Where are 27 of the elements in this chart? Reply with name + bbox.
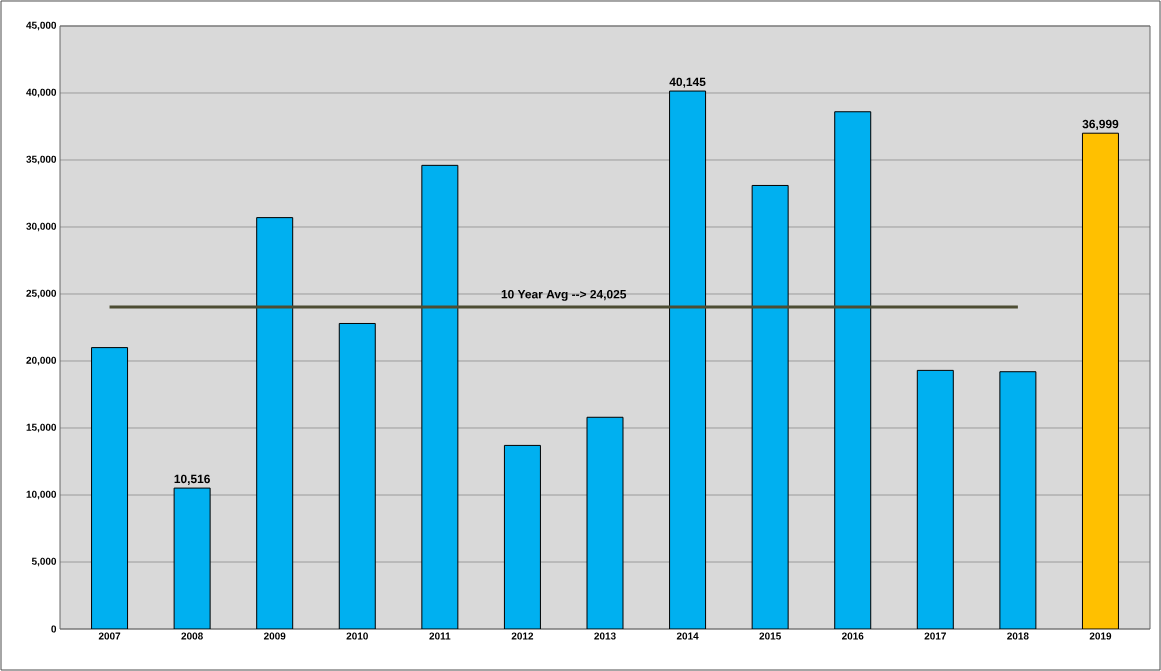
y-tick-label: 40,000 <box>26 88 57 98</box>
y-tick-label: 30,000 <box>26 222 57 232</box>
y-tick-label: 10,000 <box>26 490 57 500</box>
x-tick-label: 2010 <box>346 632 368 640</box>
y-tick-label: 20,000 <box>26 356 57 366</box>
series-label: 10 Year Avg --> 24,025 <box>501 289 627 301</box>
data-label: 10,516 <box>174 474 210 485</box>
x-tick-label: 2018 <box>1007 632 1029 640</box>
x-tick-label: 2019 <box>1089 632 1112 640</box>
x-tick-label: 2013 <box>594 632 616 640</box>
y-tick-label: 15,000 <box>26 423 57 433</box>
y-tick-label: 0 <box>51 625 57 633</box>
x-tick-label: 2009 <box>263 632 286 640</box>
y-tick-label: 35,000 <box>26 155 57 165</box>
data-label: 40,145 <box>669 77 706 88</box>
y-tick-label: 5,000 <box>31 557 57 567</box>
x-tick-label: 2014 <box>676 632 699 640</box>
x-tick-label: 2015 <box>759 632 781 640</box>
y-tick-label: 25,000 <box>26 289 57 299</box>
x-tick-label: 2017 <box>924 632 946 640</box>
x-tick-label: 2016 <box>841 632 864 640</box>
data-label: 36,999 <box>1082 119 1119 130</box>
x-tick-label: 2007 <box>98 632 121 640</box>
x-tick-label: 2012 <box>511 632 534 640</box>
x-tick-label: 2011 <box>429 632 451 640</box>
x-tick-label: 2008 <box>181 632 203 640</box>
y-tick-label: 45,000 <box>26 21 57 31</box>
